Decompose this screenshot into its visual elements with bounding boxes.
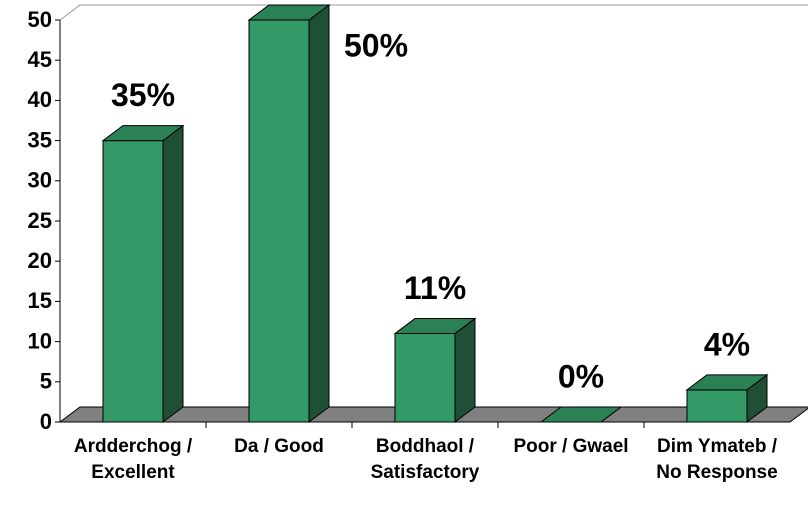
y-tick-label: 35 [28,127,52,152]
y-tick-label: 0 [40,409,52,434]
bar-side [162,124,184,423]
value-label: 50% [344,27,408,63]
bar-top [101,125,185,142]
bar-front [102,140,164,423]
bar-side [308,4,330,423]
bar-front [248,19,310,423]
y-tick-label: 50 [28,7,52,32]
bar [101,124,185,423]
bar-top [247,4,331,21]
y-tick-label: 5 [40,369,52,394]
bar [539,406,623,423]
y-tick-label: 45 [28,47,52,72]
value-label: 4% [704,326,750,362]
x-tick-label: Da / Good [234,436,324,457]
x-tick-label: Boddhaol / Satisfactory [370,436,480,483]
y-tick-label: 40 [28,87,52,112]
bar [247,4,331,423]
bar-front [686,389,748,423]
y-tick-label: 30 [28,168,52,193]
x-tick-label: Poor / Gwael [513,436,629,457]
value-label: 0% [558,358,604,394]
x-tick-label: Ardderchog / Excellent [73,436,193,483]
x-tick-label: Dim Ymateb / No Response [656,436,778,483]
y-tick-label: 20 [28,248,52,273]
bar-side [454,317,476,423]
bar [393,317,477,423]
y-tick-label: 25 [28,208,52,233]
bar [685,373,769,423]
y-tick-label: 10 [28,328,52,353]
bar-top [685,374,769,391]
bar-front [394,333,456,423]
bar-top [539,406,623,423]
value-label: 11% [404,270,466,306]
bar-top [393,318,477,335]
value-label: 35% [111,77,175,113]
y-tick-label: 15 [28,288,52,313]
